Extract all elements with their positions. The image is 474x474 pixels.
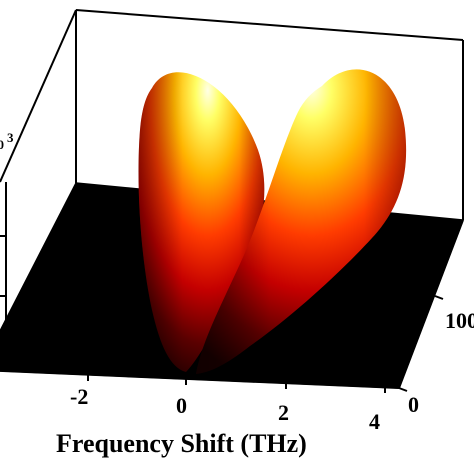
- x-tick-label-4: 4: [369, 409, 380, 434]
- x-tick-label-2: 2: [278, 400, 289, 425]
- x-tick-label-neg2: -2: [70, 384, 88, 409]
- y-tick-100: [434, 295, 444, 300]
- left-wall-top-edge: [0, 9, 77, 183]
- back-wall-top-edge: [75, 9, 464, 41]
- surface-lobe-left: [138, 72, 265, 373]
- y-tick-label-100: 100: [445, 308, 474, 333]
- surface-lobe-right: [196, 69, 407, 374]
- back-wall: [0, 9, 464, 220]
- y-tick-label-0: 0: [408, 392, 419, 417]
- z-exponent-power: 3: [7, 130, 14, 145]
- x-tick-label-0: 0: [176, 393, 187, 418]
- x-axis-line: [0, 369, 400, 389]
- z-exponent-base: 10: [0, 137, 4, 152]
- x-axis-title: Frequency Shift (THz): [56, 429, 307, 458]
- y-axis-line: [398, 219, 464, 389]
- y-tick-0: [398, 387, 408, 392]
